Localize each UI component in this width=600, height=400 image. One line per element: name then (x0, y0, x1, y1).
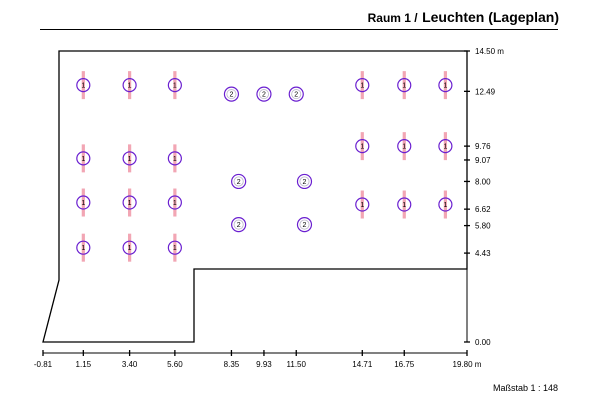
x-axis-unit-label: 19.80 m (453, 360, 482, 369)
svg-text:1: 1 (81, 245, 85, 252)
svg-text:1: 1 (360, 144, 364, 151)
svg-text:1: 1 (402, 144, 406, 151)
luminaire-layer: 1 1 1 1 1 1 1 1 1 1 1 1 2 2 2 2 2 2 2 1 1 1 1 1 1 1 1 1 (76, 71, 453, 262)
x-tick-label: 1.15 (76, 360, 92, 369)
x-tick-label: 11.50 (287, 360, 307, 369)
x-tick-label: 3.40 (122, 360, 138, 369)
luminaire-type-1: 1 (122, 188, 137, 217)
y-tick-label: 5.80 (475, 222, 491, 231)
y-axis-unit-label: 14.50 m (475, 47, 504, 56)
svg-text:2: 2 (229, 92, 233, 99)
luminaire-type-1: 1 (122, 144, 137, 173)
svg-text:1: 1 (128, 200, 132, 207)
luminaire-type-2: 2 (296, 216, 313, 233)
luminaire-type-1: 1 (355, 190, 370, 219)
luminaire-type-2: 2 (231, 173, 247, 190)
luminaire-type-1: 1 (397, 71, 412, 100)
y-tick-label: 9.07 (475, 156, 491, 165)
svg-text:1: 1 (81, 83, 85, 90)
y-tick-label: 12.49 (475, 87, 496, 96)
svg-text:1: 1 (443, 83, 447, 90)
svg-text:1: 1 (402, 83, 406, 90)
svg-text:1: 1 (360, 202, 364, 209)
x-tick-label: -0.81 (34, 360, 53, 369)
svg-text:1: 1 (402, 202, 406, 209)
svg-text:1: 1 (128, 245, 132, 252)
scale-label: Maßstab 1 : 148 (492, 383, 558, 393)
svg-text:2: 2 (262, 92, 266, 99)
luminaire-type-1: 1 (438, 71, 453, 100)
title-room: Raum 1 / (367, 11, 418, 25)
svg-text:1: 1 (360, 83, 364, 90)
svg-text:1: 1 (173, 83, 177, 90)
luminaire-type-1: 1 (355, 71, 370, 100)
luminaire-type-2: 2 (288, 86, 304, 102)
svg-text:1: 1 (81, 200, 85, 207)
y-tick-label: 6.62 (475, 205, 491, 214)
luminaire-type-1: 1 (76, 233, 91, 262)
svg-text:1: 1 (128, 156, 132, 163)
y-tick-label: 4.43 (475, 249, 491, 258)
svg-text:1: 1 (173, 245, 177, 252)
luminaire-type-1: 1 (167, 233, 182, 262)
luminaire-type-1: 1 (122, 233, 137, 262)
y-tick-label: 9.76 (475, 142, 491, 151)
luminaire-type-2: 2 (256, 86, 272, 102)
x-tick-label: 8.35 (224, 360, 240, 369)
luminaire-type-1: 1 (167, 71, 182, 100)
svg-text:1: 1 (81, 156, 85, 163)
y-axis: 14.50 m 12.49 9.76 9.07 8.00 6.62 5.80 4.43 0.00 (464, 47, 504, 347)
luminaire-type-1: 1 (397, 132, 412, 161)
svg-text:1: 1 (173, 200, 177, 207)
x-tick-label: 14.71 (352, 360, 373, 369)
luminaire-type-1: 1 (438, 132, 453, 161)
y-tick-label: 0.00 (475, 338, 491, 347)
luminaire-type-1: 1 (76, 71, 91, 100)
svg-text:2: 2 (237, 222, 241, 229)
luminaire-type-2: 2 (231, 216, 247, 233)
x-axis: -0.81 1.15 3.40 5.60 8.35 9.93 11.50 14.71 16.75… (34, 350, 482, 369)
title-subject: Leuchten (Lageplan) (422, 9, 559, 25)
luminaire-type-1: 1 (76, 188, 91, 217)
luminaire-type-1: 1 (167, 144, 182, 173)
luminaire-type-1: 1 (122, 71, 137, 100)
svg-text:2: 2 (303, 222, 307, 229)
plan-title: Raum 1 / Leuchten (Lageplan) (368, 9, 559, 27)
luminaire-type-1: 1 (355, 132, 370, 161)
luminaire-type-1: 1 (167, 188, 182, 217)
luminaire-type-1: 1 (397, 190, 412, 219)
luminaire-type-2: 2 (296, 173, 313, 190)
svg-text:1: 1 (443, 144, 447, 151)
x-tick-label: 16.75 (394, 360, 415, 369)
y-tick-label: 8.00 (475, 177, 491, 186)
luminaire-type-2: 2 (223, 86, 240, 102)
svg-text:1: 1 (443, 202, 447, 209)
svg-text:1: 1 (128, 83, 132, 90)
luminaire-type-1: 1 (76, 144, 91, 173)
svg-text:2: 2 (294, 92, 298, 99)
title-underline (40, 29, 558, 30)
svg-text:2: 2 (303, 179, 307, 186)
svg-text:1: 1 (173, 156, 177, 163)
x-tick-label: 5.60 (167, 360, 183, 369)
x-tick-label: 9.93 (256, 360, 272, 369)
luminaire-type-1: 1 (438, 190, 453, 219)
svg-text:2: 2 (237, 179, 241, 186)
